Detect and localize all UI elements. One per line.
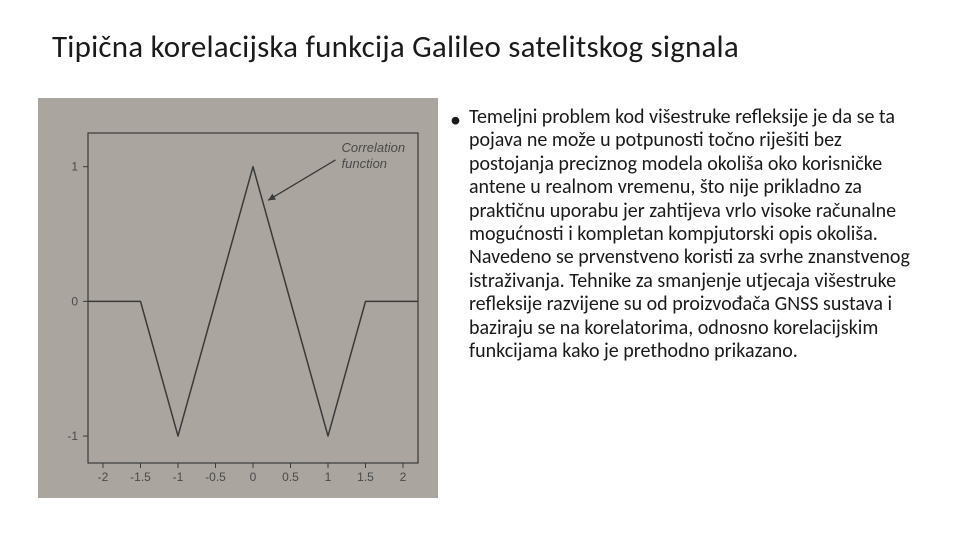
bullet-row: • Temeljni problem kod višestruke reflek… — [450, 106, 930, 363]
svg-text:Correlation: Correlation — [342, 140, 406, 155]
svg-text:-1: -1 — [67, 429, 78, 443]
svg-text:0.5: 0.5 — [282, 470, 299, 484]
svg-text:-0.5: -0.5 — [205, 470, 226, 484]
text-column: • Temeljni problem kod višestruke reflek… — [450, 98, 930, 498]
svg-text:-1.5: -1.5 — [130, 470, 151, 484]
svg-text:0: 0 — [250, 470, 257, 484]
svg-text:1.5: 1.5 — [357, 470, 374, 484]
page-title: Tipična korelacijska funkcija Galileo sa… — [52, 28, 739, 66]
svg-text:function: function — [342, 156, 388, 171]
body-text: Temeljni problem kod višestruke refleksi… — [469, 106, 930, 363]
svg-text:1: 1 — [325, 470, 332, 484]
svg-text:2: 2 — [400, 470, 407, 484]
correlation-chart: -1 0 1 -2 -1.5 -1 -0.5 0 0.5 1 1.5 2 Correlationfunc… — [38, 98, 438, 498]
svg-text:1: 1 — [71, 160, 78, 174]
chart-svg: -1 0 1 -2 -1.5 -1 -0.5 0 0.5 1 1.5 2 Correlationfunc… — [38, 98, 438, 498]
svg-text:-2: -2 — [98, 470, 109, 484]
bullet-marker: • — [450, 107, 461, 363]
content-area: -1 0 1 -2 -1.5 -1 -0.5 0 0.5 1 1.5 2 Correlationfunc… — [38, 98, 930, 498]
svg-text:-1: -1 — [173, 470, 184, 484]
svg-text:0: 0 — [71, 294, 78, 308]
